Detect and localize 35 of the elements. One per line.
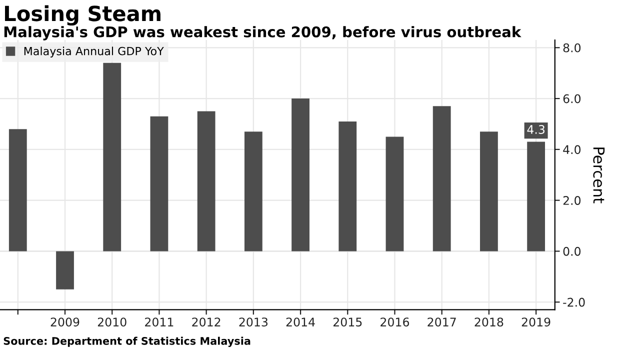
bar [8, 129, 27, 252]
bar [386, 136, 404, 252]
bar [150, 116, 168, 252]
y-tick-label: 2.0 [563, 196, 581, 205]
bar [480, 132, 498, 252]
bar [244, 132, 262, 252]
bar [527, 142, 546, 252]
y-axis-title: Percent [593, 148, 605, 204]
bar [56, 251, 74, 290]
x-tick-label: 2017 [428, 318, 456, 326]
x-tick-label: 2019 [522, 318, 550, 326]
y-tick-label: 8.0 [563, 43, 581, 52]
bar [432, 106, 451, 252]
y-tick-label: 6.0 [563, 94, 581, 104]
x-tick-label: 2016 [380, 318, 410, 326]
chart-title: Losing Steam [5, 5, 160, 26]
x-tick-label: 2010 [98, 318, 126, 326]
x-tick-label: 2013 [239, 318, 268, 326]
bar [338, 121, 357, 252]
x-tick-label: 2012 [192, 318, 220, 326]
x-tick-label: 2011 [145, 318, 174, 326]
bar [292, 98, 310, 252]
source-note: Source: Department of Statistics Malaysia [4, 336, 250, 347]
x-tick-label: 2014 [286, 318, 315, 326]
y-tick-label: -2.0 [563, 298, 585, 307]
y-tick-label: 0.0 [563, 246, 581, 256]
data-label: 4.3 [527, 125, 544, 134]
legend-label: Malaysia Annual GDP YoY [24, 46, 164, 58]
y-tick-label: 4.0 [563, 145, 581, 154]
bar [197, 111, 216, 252]
bar [103, 62, 122, 252]
x-tick-label: 2009 [50, 318, 80, 326]
x-tick-label: 2018 [474, 318, 504, 326]
chart-subtitle: Malaysia's GDP was weakest since 2009, before virus outbreak [4, 26, 522, 40]
x-tick-label: 2015 [333, 318, 362, 326]
